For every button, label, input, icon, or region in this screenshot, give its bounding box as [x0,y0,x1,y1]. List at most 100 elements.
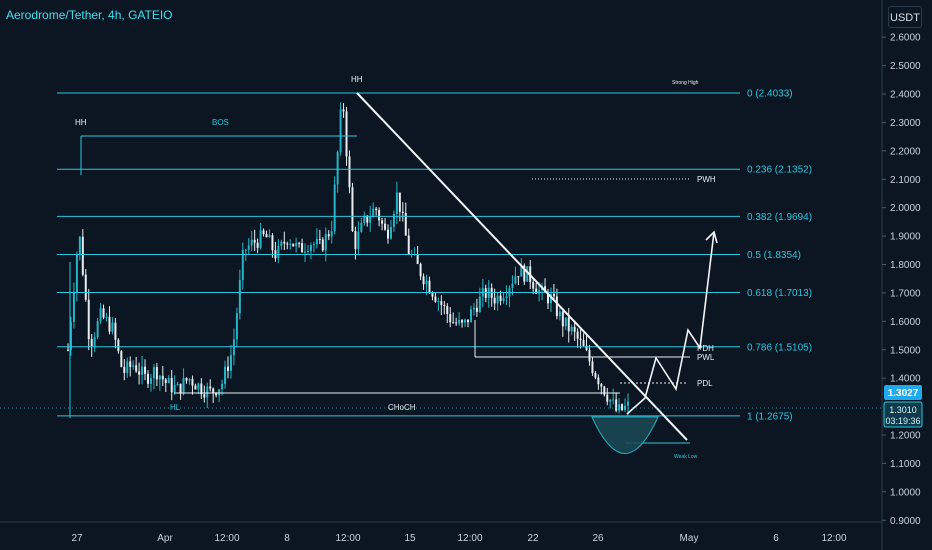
y-tick-label: 1.0000 [890,487,921,498]
candle-body [307,251,309,253]
y-tick-label: 1.9000 [890,232,921,243]
chart-title: Aerodrome/Tether, 4h, GATEIO [6,8,173,22]
candle-body [138,371,141,375]
candle-body [271,235,274,251]
candle-body [357,231,360,250]
fib-level-label: 1 (1.2675) [747,411,793,422]
last-price-box [884,385,922,400]
candle-body [289,243,292,245]
candle-body [378,210,381,221]
candle-body [381,220,384,224]
candle-body [90,339,93,347]
candle-body [440,301,443,305]
label-pwh: PWH [697,175,716,184]
candle-body [295,243,298,247]
x-tick-label: 8 [284,533,290,544]
projection-path [626,231,715,415]
candle-body [315,238,318,245]
candle-body [126,361,129,373]
candle-body [360,222,363,232]
y-tick-label: 1.8000 [890,260,921,271]
label-pdl: PDL [697,379,713,388]
candle-body [502,298,505,302]
candle-body [209,386,212,389]
label-bos: BOS [212,118,229,127]
candle-body [345,111,348,157]
candle-body [401,211,404,213]
candle-body [241,249,244,281]
candle-body [514,276,517,284]
y-tick-label: 2.5000 [890,61,921,72]
candle-body [200,383,203,395]
candle-body [597,377,600,385]
y-tick-label: 1.2000 [890,431,921,442]
candle-body [561,311,564,327]
candle-body [250,239,253,246]
candle-body [558,311,561,317]
candle-body [475,307,478,312]
x-tick-label: 26 [592,533,604,544]
candle-body [351,187,354,231]
candle-body [564,317,567,327]
candle-body [212,388,215,393]
candle-body [511,283,514,289]
candle-body [567,317,570,332]
label-strong-high: Strong High [672,80,699,86]
candle-body [387,229,389,239]
candle-body [129,361,132,367]
candle-body [618,404,621,411]
x-tick-label: 27 [71,533,83,544]
fib-level-label: 0.786 (1.5105) [747,342,812,353]
x-tick-label: 12:00 [335,533,360,544]
candle-body [389,226,392,239]
candle-body [188,378,191,381]
label-hh-left: HH [75,118,87,127]
candle-body [585,345,588,350]
candle-body [333,184,336,232]
candle-body [469,309,472,323]
candle-body [93,337,96,347]
countdown-label: 03:19:36 [885,416,920,426]
candle-body [158,375,161,380]
candle-body [375,208,378,211]
candle-body [407,235,410,255]
candle-body [520,265,523,277]
candle-body [594,373,597,378]
candle-body [283,241,286,244]
label-pdh: PDH [697,344,714,353]
candle-body [517,276,520,278]
x-tick-label: Apr [157,533,173,544]
candle-body [238,280,241,314]
candle-body [191,378,194,386]
candle-body [102,308,105,318]
candle-body [229,355,232,371]
fib-levels: 0 (2.4033) 0.236 (2.1352) 0.382 (1.9694) 0.… [57,89,812,422]
candle-body [452,322,455,324]
candle-body [81,236,84,275]
candle-body [600,384,603,387]
candle-body [108,316,111,332]
label-hh-top: HH [351,75,363,84]
candle-body [547,292,549,304]
candle-body [72,292,75,322]
fib-level-label: 0.382 (1.9694) [747,212,812,223]
candle-body [75,254,78,293]
candle-body [588,349,591,362]
candle-body [96,321,99,338]
candle-body [67,349,69,351]
candle-body [478,296,481,312]
candle-body [458,320,461,324]
candle-body [298,243,301,245]
candle-body [431,292,434,297]
candle-body [526,266,529,282]
last-price-label: 1.3027 [888,388,919,399]
candle-body [523,265,526,282]
candle-body [256,242,259,248]
candle-body [69,321,72,350]
candle-body [232,339,235,356]
candle-body [573,326,576,332]
candle-body [455,322,458,324]
currency-button[interactable]: USDT [888,6,922,28]
